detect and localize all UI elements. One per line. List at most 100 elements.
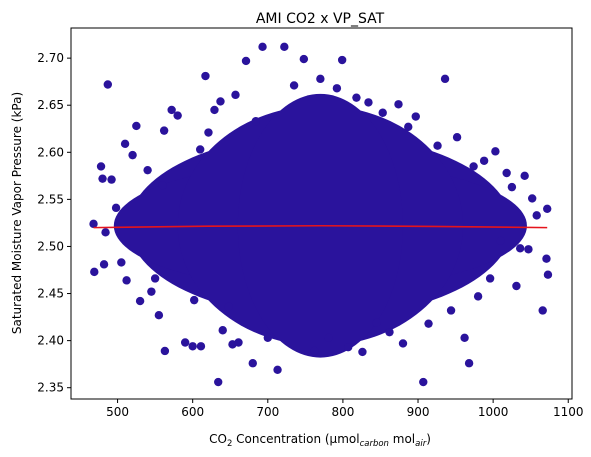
- scatter-point: [154, 310, 164, 320]
- scatter-point: [452, 133, 462, 142]
- scatter-point: [135, 296, 145, 306]
- scatter-point: [103, 80, 113, 89]
- x-axis-label-main: Concentration (µmol: [232, 432, 359, 446]
- scatter-point: [188, 342, 197, 351]
- scatter-point: [364, 98, 373, 107]
- scatter-point: [527, 194, 537, 203]
- scatter-point: [343, 343, 353, 352]
- scatter-point: [196, 342, 206, 351]
- scatter-point: [464, 359, 474, 368]
- scatter-point: [419, 377, 428, 387]
- scatter-point: [101, 228, 110, 237]
- scatter-point: [404, 122, 413, 132]
- scatter-point: [90, 267, 99, 277]
- scatter-point: [358, 347, 367, 357]
- scatter-point: [446, 306, 456, 315]
- y-tick-label: 2.50: [37, 239, 64, 253]
- scatter-point: [542, 254, 551, 263]
- y-tick-label: 2.35: [37, 381, 64, 395]
- scatter-point: [394, 100, 403, 109]
- scatter-point: [273, 365, 282, 375]
- scatter-point: [433, 141, 442, 150]
- scatter-point: [337, 55, 347, 65]
- scatter-point: [216, 97, 225, 106]
- scatter-point: [491, 147, 500, 156]
- chart-title: AMI CO2 x VP_SAT: [256, 11, 385, 27]
- x-axis-label-sub2: air: [415, 439, 427, 449]
- trend-line: [93, 224, 548, 229]
- scatter-point: [310, 346, 319, 356]
- x-axis-label: CO2 Concentration (µmolcarbon molair): [209, 432, 431, 449]
- scatter-point: [378, 108, 387, 117]
- scatter-point: [204, 128, 213, 137]
- scatter-point: [258, 42, 267, 52]
- scatter-point: [538, 306, 547, 315]
- scatter-point: [158, 181, 167, 190]
- scatter-point: [120, 139, 130, 149]
- scatter-point: [241, 56, 251, 66]
- scatter-point: [173, 111, 182, 120]
- x-tick-label: 1100: [553, 405, 584, 419]
- scatter-point: [160, 346, 170, 356]
- scatter-point: [473, 292, 483, 301]
- scatter-point: [324, 333, 333, 342]
- x-tick-label: 600: [181, 405, 204, 419]
- scatter-point: [180, 338, 190, 347]
- scatter-point: [398, 339, 408, 348]
- y-tick-label: 2.70: [37, 51, 64, 65]
- scatter-point: [411, 112, 420, 121]
- x-axis-label-sub1: carbon: [360, 439, 389, 449]
- scatter-point: [524, 245, 533, 254]
- plot-frame: [70, 27, 573, 400]
- scatter-point: [507, 182, 517, 192]
- scatter-point: [143, 165, 152, 175]
- scatter-point: [515, 244, 525, 253]
- scatter-point: [479, 156, 489, 165]
- scatter-point: [543, 204, 552, 213]
- scatter-point: [520, 171, 529, 181]
- scatter-point: [132, 121, 141, 131]
- x-tick-label: 900: [407, 405, 430, 419]
- y-tick-label: 2.65: [37, 98, 64, 112]
- scatter-point: [89, 219, 98, 229]
- scatter-point: [201, 71, 210, 81]
- scatter-point: [248, 359, 257, 368]
- scatter-point: [195, 145, 205, 154]
- scatter-point: [424, 319, 433, 328]
- x-tick-label: 800: [331, 405, 354, 419]
- scatter-point: [280, 42, 289, 52]
- scatter-point: [512, 281, 521, 291]
- scatter-point: [299, 54, 309, 64]
- scatter-point: [251, 117, 260, 126]
- scatter-point: [128, 150, 137, 160]
- scatter-point: [214, 377, 223, 387]
- scatter-point: [469, 162, 478, 171]
- scatter-point: [316, 74, 325, 84]
- scatter-point: [263, 333, 272, 342]
- y-tick-label: 2.40: [37, 334, 64, 348]
- scatter-point: [122, 276, 131, 285]
- scatter-point: [502, 168, 511, 178]
- y-tick-label: 2.55: [37, 192, 64, 206]
- scatter-point: [159, 126, 169, 135]
- scatter-point: [352, 93, 361, 102]
- scatter-point: [289, 81, 299, 90]
- scatter-point: [218, 326, 227, 335]
- x-axis-label-middle: mol: [389, 432, 415, 446]
- scatter-point: [372, 318, 381, 327]
- y-axis-label: Saturated Moisture Vapor Pressure (kPa): [10, 92, 24, 334]
- scatter-point: [532, 211, 541, 220]
- scatter-point: [210, 105, 219, 115]
- x-axis-label-prefix-sub: 2: [227, 439, 232, 449]
- scatter-point: [234, 338, 243, 347]
- x-axis-label-suffix: ): [426, 432, 431, 446]
- scatter-point: [440, 74, 450, 84]
- scatter-point: [96, 162, 106, 171]
- x-tick-label: 1000: [478, 405, 509, 419]
- y-tick-label: 2.45: [37, 287, 64, 301]
- scatter-point: [231, 90, 240, 100]
- scatter-point: [150, 274, 160, 283]
- x-tick-label: 500: [106, 405, 129, 419]
- scatter-point: [98, 174, 107, 183]
